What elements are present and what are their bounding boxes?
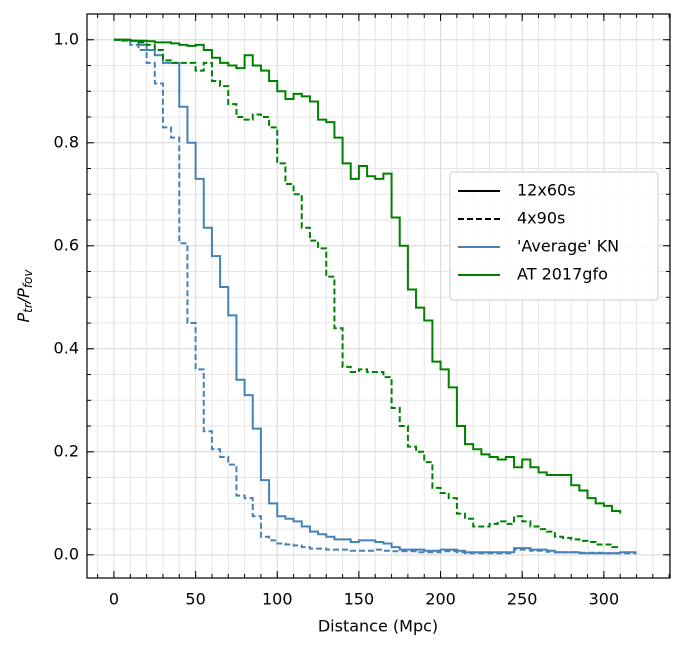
legend-label: AT 2017gfo bbox=[517, 265, 608, 284]
x-tick-label: 300 bbox=[589, 590, 620, 609]
y-label-part: /P bbox=[14, 288, 33, 305]
legend-label: 'Average' KN bbox=[517, 237, 619, 256]
series-line bbox=[113, 38, 622, 514]
x-axis-label: Distance (Mpc) bbox=[318, 617, 438, 636]
series-line bbox=[113, 38, 621, 549]
x-tick-label: 100 bbox=[262, 590, 293, 609]
x-tick-label: 250 bbox=[507, 590, 538, 609]
y-tick-label: 0.2 bbox=[54, 441, 79, 460]
y-tick-label: 0.4 bbox=[54, 338, 79, 357]
y-tick-label: 0.0 bbox=[54, 544, 79, 563]
series-line bbox=[113, 38, 637, 555]
legend: 12x60s 4x90s 'Average' KN AT 2017gfo bbox=[449, 171, 659, 301]
y-label-part: fov bbox=[21, 269, 35, 289]
plot-frame bbox=[86, 13, 671, 579]
y-label-part: P bbox=[14, 313, 33, 323]
y-label-part: tr bbox=[21, 302, 35, 313]
x-tick-label: 200 bbox=[425, 590, 456, 609]
x-tick-label: 0 bbox=[109, 590, 119, 609]
legend-box bbox=[449, 171, 659, 301]
x-tick-label: 150 bbox=[344, 590, 375, 609]
y-tick-label: 1.0 bbox=[54, 29, 79, 48]
y-tick-label: 0.6 bbox=[54, 235, 79, 254]
legend-label: 4x90s bbox=[517, 209, 565, 228]
legend-label: 12x60s bbox=[517, 181, 576, 200]
x-tick-label: 50 bbox=[185, 590, 205, 609]
y-tick-label: 0.8 bbox=[54, 132, 79, 151]
y-axis-label: Ptr/Pfov bbox=[14, 269, 35, 323]
